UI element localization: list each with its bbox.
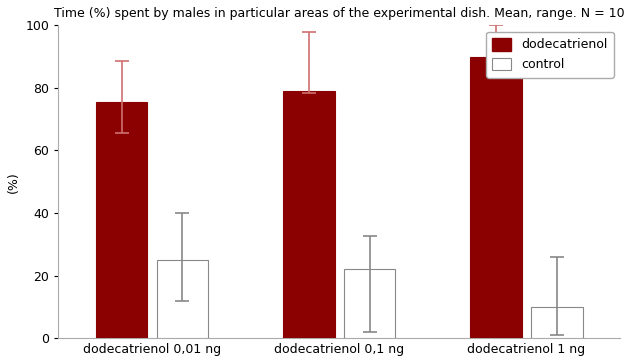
Bar	[283, 91, 335, 338]
Bar	[157, 260, 208, 338]
Bar	[96, 102, 147, 338]
Bar	[531, 307, 582, 338]
Bar	[344, 269, 396, 338]
Legend: dodecatrienol, control: dodecatrienol, control	[486, 32, 614, 78]
Bar	[470, 57, 522, 338]
Y-axis label: (%): (%)	[7, 171, 20, 193]
Title: Time (%) spent by males in particular areas of the experimental dish. Mean, rang: Time (%) spent by males in particular ar…	[54, 7, 624, 20]
